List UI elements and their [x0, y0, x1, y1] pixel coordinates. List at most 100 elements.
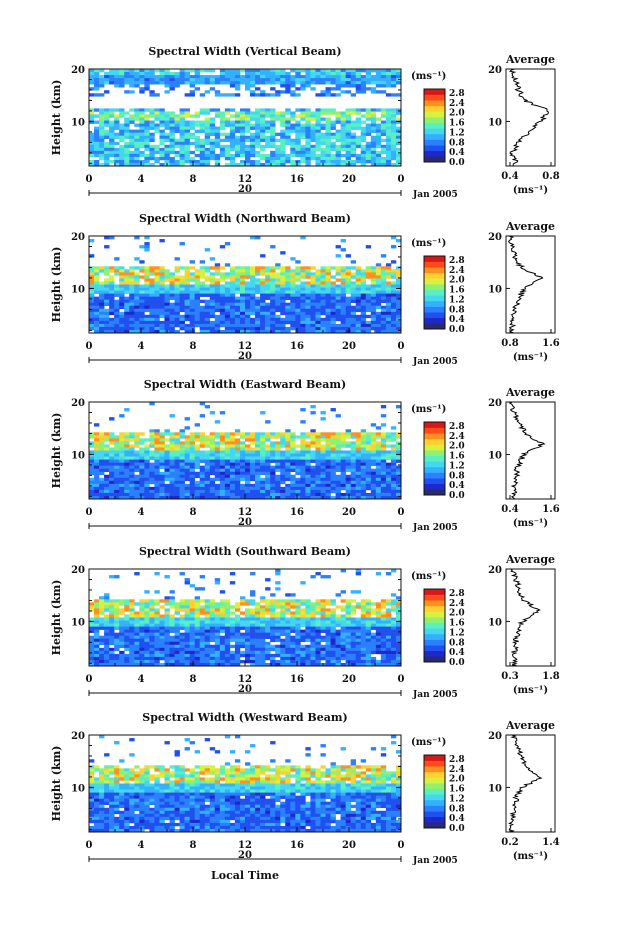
heatmap-cell: [109, 302, 115, 307]
heatmap-cell: [310, 302, 316, 307]
heatmap-cell: [315, 72, 321, 76]
heatmap-cell: [159, 329, 165, 334]
heatmap-cell: [204, 611, 211, 615]
heatmap-cell: [250, 632, 256, 636]
heatmap-cell: [260, 450, 266, 454]
heatmap-cell: [275, 117, 281, 121]
heatmap-cell: [340, 623, 346, 627]
heatmap-cell: [330, 602, 336, 606]
heatmap-cell: [365, 480, 372, 485]
heatmap-cell: [355, 632, 362, 636]
heatmap-cell: [239, 620, 246, 624]
heatmap-cell: [350, 444, 357, 448]
heatmap-cell: [320, 417, 326, 421]
heatmap-cell: [315, 311, 321, 316]
heatmap-cell: [275, 587, 281, 591]
heatmap-cell: [89, 75, 95, 79]
heatmap-cell: [255, 614, 261, 618]
heatmap-cell: [265, 462, 271, 466]
heatmap-cell: [365, 435, 372, 439]
heatmap-cell: [184, 629, 190, 633]
heatmap-cell: [134, 153, 140, 158]
heatmap-cell: [270, 305, 276, 310]
heatmap-cell: [335, 438, 341, 442]
heatmap-cell: [340, 90, 346, 94]
heatmap-cell: [94, 486, 100, 491]
heatmap: [89, 569, 402, 667]
heatmap-cell: [124, 468, 130, 473]
heatmap-cell: [245, 123, 251, 127]
heatmap-cell: [154, 614, 160, 618]
heatmap-cell: [350, 432, 357, 436]
heatmap-cell: [154, 438, 160, 442]
heatmap-cell: [385, 492, 392, 497]
heatmap-cell: [350, 320, 357, 325]
heatmap-cell: [315, 284, 321, 288]
heatmap-cell: [149, 299, 155, 303]
heatmap-cell: [194, 471, 201, 476]
heatmap-cell: [285, 593, 291, 597]
heatmap-cell: [360, 311, 367, 316]
heatmap-cell: [149, 435, 155, 439]
heatmap-cell: [315, 435, 321, 439]
heatmap-cell: [350, 69, 357, 73]
heatmap-cell: [99, 78, 105, 82]
heatmap-cell: [270, 302, 276, 307]
heatmap-cell: [144, 602, 150, 606]
heatmap-cell: [325, 120, 331, 124]
heatmap-cell: [219, 474, 226, 479]
heatmap-cell: [265, 495, 271, 500]
heatmap-cell: [129, 483, 135, 488]
heatmap-cell: [325, 632, 331, 636]
heatmap-cell: [204, 623, 211, 627]
heatmap-cell: [375, 329, 382, 334]
heatmap-cell: [295, 266, 301, 270]
heatmap-cell: [119, 489, 125, 494]
heatmap-cell: [335, 245, 341, 249]
avg-x-tick-label: 0.8: [501, 338, 518, 349]
heatmap-cell: [295, 72, 301, 76]
heatmap-cell: [174, 477, 180, 482]
heatmap-cell: [149, 114, 155, 118]
heatmap-cell: [385, 614, 392, 618]
heatmap-cell: [295, 278, 301, 282]
heatmap-cell: [199, 272, 206, 276]
heatmap-cell: [355, 141, 362, 146]
heatmap-cell: [245, 326, 251, 331]
heatmap-cell: [194, 486, 201, 491]
heatmap-cell: [375, 462, 382, 466]
heatmap-cell: [375, 266, 382, 270]
heatmap-cell: [390, 617, 397, 621]
heatmap-cell: [340, 608, 346, 612]
heatmap-cell: [99, 314, 105, 319]
heatmap-cell: [119, 620, 125, 624]
heatmap-cell: [94, 474, 100, 479]
heatmap-cell: [104, 153, 110, 158]
heatmap-cell: [184, 483, 190, 488]
heatmap-cell: [250, 144, 256, 149]
heatmap-cell: [365, 299, 372, 303]
heatmap-cell: [204, 614, 211, 618]
heatmap-cell: [270, 432, 276, 436]
heatmap-cell: [159, 435, 165, 439]
heatmap-cell: [295, 275, 301, 279]
heatmap-cell: [144, 326, 150, 331]
heatmap-cell: [154, 314, 160, 319]
heatmap-cell: [280, 629, 286, 633]
heatmap-cell: [114, 120, 120, 124]
heatmap-cell: [360, 126, 367, 130]
heatmap-cell: [280, 129, 286, 133]
heatmap-cell: [395, 435, 402, 439]
heatmap-cell: [295, 305, 301, 310]
heatmap-cell: [370, 632, 377, 636]
heatmap-cell: [104, 329, 110, 334]
heatmap-cell: [355, 456, 362, 460]
heatmap-cell: [345, 272, 351, 276]
heatmap-cell: [285, 87, 291, 91]
heatmap-cell: [159, 480, 165, 485]
heatmap-cell: [340, 444, 346, 448]
heatmap-cell: [209, 629, 216, 633]
heatmap-cell: [255, 278, 261, 282]
heatmap-cell: [174, 75, 180, 79]
heatmap-cell: [295, 617, 301, 621]
